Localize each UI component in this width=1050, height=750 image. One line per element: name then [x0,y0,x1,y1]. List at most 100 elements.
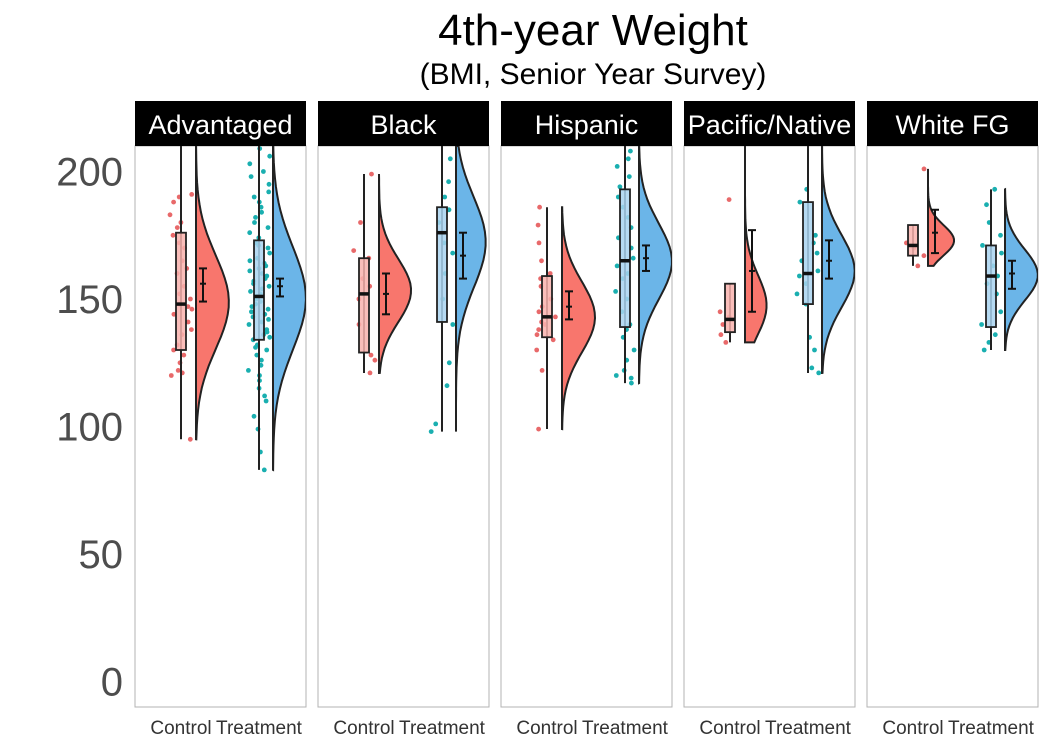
y-tick-label: 150 [56,278,123,322]
data-point [264,347,270,353]
data-point [626,174,632,180]
data-point [171,347,177,353]
facet-strip [867,101,1038,146]
data-point [265,306,271,312]
box-control [724,282,736,334]
y-tick-label: 100 [56,406,123,450]
half-violin-control [744,146,768,344]
half-violin-control [561,206,597,431]
data-point [536,327,542,332]
data-point [351,248,357,254]
facet-strip [501,101,672,146]
data-point [187,436,193,442]
facet-label: Hispanic [535,110,639,140]
data-point [267,250,273,256]
data-point [539,258,544,264]
data-point [617,184,623,190]
data-point [446,179,451,185]
data-point [921,253,927,259]
data-point [809,365,815,371]
panel-marks [904,166,1038,353]
data-point [630,255,636,261]
data-point [797,273,802,279]
data-point [189,306,195,312]
data-point [981,347,987,353]
data-point [815,268,821,274]
data-point [372,357,378,363]
data-point [246,368,251,373]
data-point [246,322,252,327]
data-point [442,194,448,200]
data-point [814,250,820,256]
data-point [181,352,187,358]
data-point [369,171,374,177]
half-violin-treatment [272,146,306,472]
box-control [541,275,553,339]
data-point [265,225,271,231]
data-point [248,174,254,180]
data-point [979,322,984,327]
half-violin-control [378,174,413,375]
box-control [907,224,919,257]
data-point [998,309,1004,315]
data-point [259,357,264,363]
data-point [249,309,254,315]
data-point [170,232,176,238]
data-point [550,337,556,343]
data-point [613,373,619,378]
y-tick-label: 200 [56,151,123,195]
box-treatment [985,244,997,328]
x-tick-label: Control [516,718,577,739]
data-point [248,289,253,294]
data-point [247,268,253,274]
data-point [553,314,558,320]
data-point [266,317,271,322]
panel-pacific-native: Pacific/Native Control Treatment [683,101,856,739]
data-point [446,360,452,366]
half-violin-treatment [1004,187,1038,351]
data-point [247,230,253,236]
data-point [188,296,193,302]
facet-strip [684,101,855,146]
data-point [263,398,269,404]
data-point [984,202,989,208]
data-point [723,340,729,345]
data-point [447,156,453,162]
data-point [720,322,726,327]
data-point [450,250,456,256]
data-point [812,347,817,353]
data-point [175,368,181,373]
data-point [444,383,450,389]
half-violin-treatment [638,146,672,385]
panel-marks [167,146,306,473]
data-point [631,347,637,353]
data-point [174,225,180,231]
data-point [251,413,257,419]
box-treatment [253,239,265,341]
x-tick-label: Treatment [399,718,486,739]
box-treatment [619,188,631,328]
data-point [915,263,921,269]
chart-subtitle: (BMI, Senior Year Survey) [419,58,767,91]
data-point [625,156,631,162]
data-point [266,283,272,289]
data-point [265,245,271,251]
box-treatment [436,206,448,323]
data-point [992,332,998,338]
y-tick-label: 50 [79,533,124,577]
data-point [536,426,541,432]
data-point [628,375,634,381]
box-treatment [802,201,814,306]
data-point [614,263,620,269]
data-point [536,309,542,315]
data-point [264,327,270,332]
data-point [629,380,634,386]
panel-marks [534,146,672,432]
panel-marks [351,146,487,434]
box-control [175,231,187,351]
data-point [168,373,174,378]
panel-advantaged: Advantaged Control Treatment [134,101,307,739]
data-point [367,370,373,376]
data-point [264,273,270,279]
data-point [816,370,822,376]
